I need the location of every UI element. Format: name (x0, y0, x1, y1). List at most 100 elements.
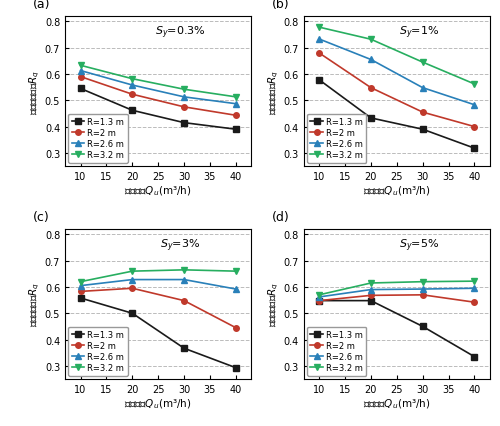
R=2.6 m (316, 295, 322, 300)
R=2 m (472, 300, 478, 305)
R=1.3 m (181, 121, 187, 126)
R=2 m (316, 51, 322, 56)
Legend: R=1.3 m, R=2 m, R=2.6 m, R=3.2 m: R=1.3 m, R=2 m, R=2.6 m, R=3.2 m (307, 115, 366, 163)
R=2 m (472, 125, 478, 130)
R=2 m (316, 298, 322, 303)
Line: R=2 m: R=2 m (78, 286, 238, 331)
R=3.2 m (130, 269, 136, 274)
Line: R=2.6 m: R=2.6 m (78, 69, 238, 107)
R=1.3 m (78, 296, 84, 301)
Text: (c): (c) (34, 210, 50, 224)
R=1.3 m (130, 311, 136, 316)
R=2 m (420, 110, 426, 115)
R=3.2 m (78, 63, 84, 69)
Line: R=2 m: R=2 m (316, 51, 477, 130)
R=2 m (368, 86, 374, 91)
R=2.6 m (130, 83, 136, 88)
R=3.2 m (472, 279, 478, 284)
Text: (a): (a) (34, 0, 51, 11)
R=3.2 m (233, 269, 239, 274)
Line: R=1.3 m: R=1.3 m (316, 78, 477, 152)
Text: $S_y$=5%: $S_y$=5% (399, 237, 440, 253)
R=2.6 m (233, 102, 239, 107)
R=2 m (368, 293, 374, 298)
R=3.2 m (420, 279, 426, 285)
Line: R=2.6 m: R=2.6 m (316, 37, 477, 108)
R=2.6 m (420, 86, 426, 91)
R=2 m (233, 325, 239, 331)
R=3.2 m (420, 60, 426, 66)
Line: R=1.3 m: R=1.3 m (316, 298, 477, 360)
R=1.3 m (472, 354, 478, 360)
R=3.2 m (316, 26, 322, 31)
R=1.3 m (316, 298, 322, 303)
X-axis label: 入流流量$Q_u$(m³/h): 入流流量$Q_u$(m³/h) (363, 397, 430, 410)
R=2.6 m (78, 69, 84, 74)
R=1.3 m (316, 78, 322, 83)
R=1.3 m (368, 116, 374, 121)
R=1.3 m (181, 346, 187, 351)
Line: R=2 m: R=2 m (316, 292, 477, 305)
R=2 m (78, 75, 84, 80)
Legend: R=1.3 m, R=2 m, R=2.6 m, R=3.2 m: R=1.3 m, R=2 m, R=2.6 m, R=3.2 m (68, 115, 128, 163)
R=2.6 m (420, 287, 426, 292)
R=2 m (181, 105, 187, 110)
Line: R=1.3 m: R=1.3 m (78, 86, 238, 132)
R=3.2 m (368, 37, 374, 43)
R=2.6 m (472, 103, 478, 108)
Line: R=1.3 m: R=1.3 m (78, 296, 238, 371)
R=2.6 m (368, 58, 374, 63)
R=3.2 m (233, 95, 239, 100)
R=2.6 m (181, 277, 187, 282)
R=2.6 m (78, 283, 84, 288)
R=2.6 m (130, 277, 136, 282)
X-axis label: 入流流量$Q_u$(m³/h): 入流流量$Q_u$(m³/h) (124, 397, 192, 410)
R=2 m (130, 92, 136, 98)
R=3.2 m (472, 82, 478, 87)
R=1.3 m (233, 366, 239, 371)
Text: $S_y$=3%: $S_y$=3% (160, 237, 201, 253)
R=3.2 m (78, 279, 84, 285)
Y-axis label: 流量分配系数$R_q$: 流量分配系数$R_q$ (266, 69, 280, 114)
R=3.2 m (130, 77, 136, 82)
R=3.2 m (368, 281, 374, 286)
R=1.3 m (233, 127, 239, 132)
R=2.6 m (233, 287, 239, 292)
R=1.3 m (130, 109, 136, 114)
Line: R=3.2 m: R=3.2 m (316, 25, 477, 87)
Line: R=2.6 m: R=2.6 m (316, 286, 477, 300)
Line: R=3.2 m: R=3.2 m (316, 279, 477, 298)
X-axis label: 入流流量$Q_u$(m³/h): 入流流量$Q_u$(m³/h) (124, 184, 192, 198)
R=3.2 m (181, 268, 187, 273)
R=3.2 m (181, 87, 187, 92)
Text: (d): (d) (272, 210, 289, 224)
Line: R=2 m: R=2 m (78, 75, 238, 119)
R=2 m (181, 298, 187, 303)
R=2 m (233, 113, 239, 118)
R=1.3 m (78, 86, 84, 92)
R=1.3 m (368, 298, 374, 303)
R=1.3 m (420, 127, 426, 132)
Line: R=3.2 m: R=3.2 m (78, 63, 238, 101)
X-axis label: 入流流量$Q_u$(m³/h): 入流流量$Q_u$(m³/h) (363, 184, 430, 198)
Text: (b): (b) (272, 0, 289, 11)
R=2 m (130, 286, 136, 291)
Text: $S_y$=1%: $S_y$=1% (399, 25, 440, 41)
R=2.6 m (316, 37, 322, 43)
R=1.3 m (472, 146, 478, 151)
Y-axis label: 流量分配系数$R_q$: 流量分配系数$R_q$ (266, 282, 280, 327)
R=2.6 m (368, 287, 374, 292)
Y-axis label: 流量分配系数$R_q$: 流量分配系数$R_q$ (28, 69, 42, 114)
Line: R=2.6 m: R=2.6 m (78, 277, 238, 292)
R=2.6 m (472, 286, 478, 291)
Y-axis label: 流量分配系数$R_q$: 流量分配系数$R_q$ (28, 282, 42, 327)
Legend: R=1.3 m, R=2 m, R=2.6 m, R=3.2 m: R=1.3 m, R=2 m, R=2.6 m, R=3.2 m (68, 327, 128, 376)
Legend: R=1.3 m, R=2 m, R=2.6 m, R=3.2 m: R=1.3 m, R=2 m, R=2.6 m, R=3.2 m (307, 327, 366, 376)
Line: R=3.2 m: R=3.2 m (78, 268, 238, 285)
R=2.6 m (181, 95, 187, 100)
R=2 m (420, 293, 426, 298)
R=3.2 m (316, 293, 322, 298)
R=1.3 m (420, 324, 426, 329)
R=2 m (78, 289, 84, 294)
Text: $S_y$=0.3%: $S_y$=0.3% (155, 25, 206, 41)
